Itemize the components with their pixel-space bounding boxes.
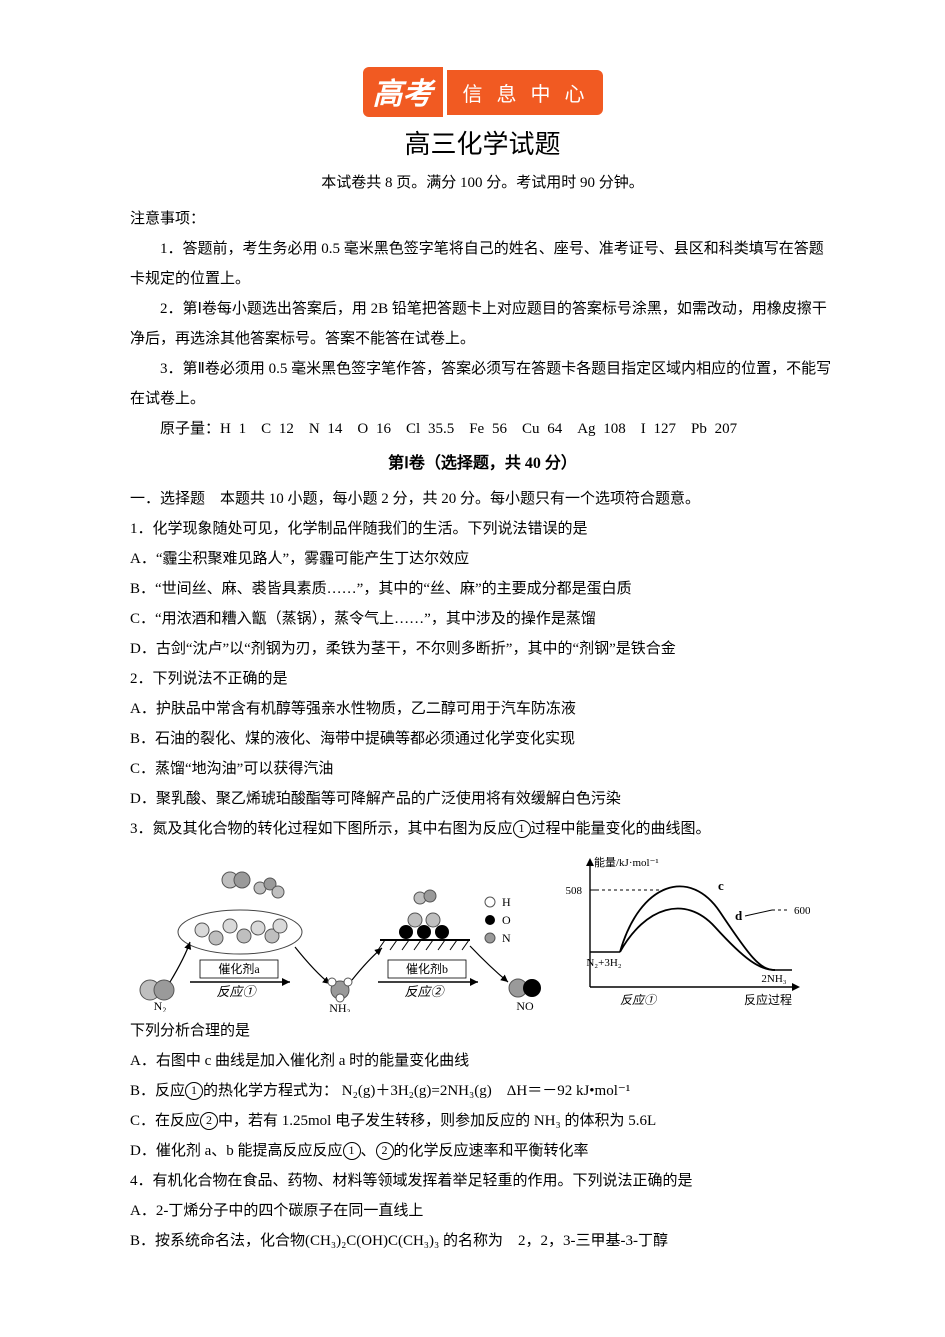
n2-molecule-icon bbox=[140, 980, 174, 1000]
circled-1-icon: 1 bbox=[185, 1082, 203, 1100]
catalyst-a-bed-icon bbox=[178, 910, 302, 954]
atomic-mass-line: 原子量：H 1 C 12 N 14 O 16 Cl 35.5 Fe 56 Cu … bbox=[130, 414, 835, 444]
n2-label: N₂ bbox=[154, 999, 167, 1012]
q3-D-a: D．催化剂 a、b 能提高反应反应 bbox=[130, 1143, 343, 1159]
svg-text:H: H bbox=[502, 895, 511, 909]
notice-1: 1．答题前，考生务必用 0.5 毫米黑色签字笔将自己的姓名、座号、准考证号、县区… bbox=[130, 234, 835, 294]
rxn2-label: 反应② bbox=[404, 984, 445, 999]
circled-2-icon: 2 bbox=[376, 1142, 394, 1160]
q4-stem: 4．有机化合物在食品、药物、材料等领域发挥着举足轻重的作用。下列说法正确的是 bbox=[130, 1166, 835, 1196]
q3-B-eq: N₂(g)＋3H₂(g)=2NH₃(g) ΔH＝－92 kJ•mol⁻¹ bbox=[342, 1083, 631, 1099]
q3-D-c: 的化学反应速率和平衡转化率 bbox=[394, 1143, 589, 1159]
q3-C-b: 中，若有 1.25mol 电子发生转移，则参加反应的 NH₃ 的体积为 5.6L bbox=[218, 1113, 656, 1129]
q4-A: A．2-丁烯分子中的四个碳原子在同一直线上 bbox=[130, 1196, 835, 1226]
svg-text:N: N bbox=[502, 931, 511, 945]
q3-stem-b: 过程中能量变化的曲线图。 bbox=[531, 821, 711, 837]
y-axis-label: 能量/kJ·mol⁻¹ bbox=[594, 855, 659, 869]
rxn1-label: 反应① bbox=[216, 984, 257, 999]
curve-c-label: c bbox=[718, 878, 724, 893]
page-title: 高三化学试题 bbox=[130, 124, 835, 161]
x-left-label: 反应① bbox=[620, 993, 658, 1007]
q2-C: C．蒸馏“地沟油”可以获得汽油 bbox=[130, 754, 835, 784]
section1-head: 一．选择题 本题共 10 小题，每小题 2 分，共 20 分。每小题只有一个选项… bbox=[130, 484, 835, 514]
circled-2-icon: 2 bbox=[200, 1112, 218, 1130]
energy-diagram: 能量/kJ·mol⁻¹ N₂+3H₂ 508 c d 600 bbox=[560, 852, 810, 1012]
q3-D: D．催化剂 a、b 能提高反应反应1、2的化学反应速率和平衡转化率 bbox=[130, 1136, 835, 1166]
page-subtitle: 本试卷共 8 页。满分 100 分。考试用时 90 分钟。 bbox=[130, 171, 835, 192]
catalyst-b-surface-icon bbox=[378, 890, 470, 950]
reaction-diagram: N₂ bbox=[130, 862, 550, 1012]
peak-508: 508 bbox=[566, 885, 583, 897]
peak-600: 600 bbox=[794, 905, 810, 917]
q2-stem: 2．下列说法不正确的是 bbox=[130, 664, 835, 694]
notice-3: 3．第Ⅱ卷必须用 0.5 毫米黑色签字笔作答，答案必须写在答题卡各题目指定区域内… bbox=[130, 354, 835, 414]
q3-B: B．反应1的热化学方程式为： N₂(g)＋3H₂(g)=2NH₃(g) ΔH＝－… bbox=[130, 1076, 835, 1106]
cat-b-label: 催化剂b bbox=[406, 961, 448, 976]
q2-B: B．石油的裂化、煤的液化、海带中提碘等都必须通过化学变化实现 bbox=[130, 724, 835, 754]
q3-post: 下列分析合理的是 bbox=[130, 1016, 835, 1046]
q3-B-b: 的热化学方程式为： bbox=[203, 1083, 338, 1099]
q2-D: D．聚乳酸、聚乙烯琥珀酸酯等可降解产品的广泛使用将有效缓解白色污染 bbox=[130, 784, 835, 814]
reactant-label: N₂+3H₂ bbox=[586, 957, 621, 969]
notice-head: 注意事项： bbox=[130, 204, 835, 234]
atom-legend: H O N bbox=[485, 895, 511, 945]
logo-left: 高考 bbox=[363, 67, 443, 117]
q1-D: D．古剑“沈卢”以“剂钢为刃，柔铁为茎干，不尔则多断折”，其中的“剂钢”是铁合金 bbox=[130, 634, 835, 664]
atomic-label: 原子量： bbox=[160, 421, 220, 437]
logo-banner: 高考 信息中心 bbox=[130, 70, 835, 114]
q1-stem: 1．化学现象随处可见，化学制品伴随我们的生活。下列说法错误的是 bbox=[130, 514, 835, 544]
q2-A: A．护肤品中常含有机醇等强亲水性物质，乙二醇可用于汽车防冻液 bbox=[130, 694, 835, 724]
q1-B: B．“世间丝、麻、裘皆具素质……”，其中的“丝、麻”的主要成分都是蛋白质 bbox=[130, 574, 835, 604]
q3-D-b: 、 bbox=[361, 1143, 376, 1159]
part1-head: 第Ⅰ卷（选择题，共 40 分） bbox=[130, 448, 835, 480]
circled-1-icon: 1 bbox=[513, 820, 531, 838]
notice-2: 2．第Ⅰ卷每小题选出答案后，用 2B 铅笔把答题卡上对应题目的答案标号涂黑，如需… bbox=[130, 294, 835, 354]
q3-A: A．右图中 c 曲线是加入催化剂 a 时的能量变化曲线 bbox=[130, 1046, 835, 1076]
atomic-values: H 1 C 12 N 14 O 16 Cl 35.5 Fe 56 Cu 64 A… bbox=[220, 421, 737, 437]
q1-A: A．“霾尘积聚难见路人”，雾霾可能产生丁达尔效应 bbox=[130, 544, 835, 574]
q3-B-a: B．反应 bbox=[130, 1083, 185, 1099]
nh3-label: NH₃ bbox=[329, 1001, 351, 1012]
product-label: 2NH₃ bbox=[761, 973, 786, 985]
q4-B: B．按系统命名法，化合物(CH₃)₂C(OH)C(CH₃)₃ 的名称为 2，2，… bbox=[130, 1226, 835, 1256]
q3-C: C．在反应2中，若有 1.25mol 电子发生转移，则参加反应的 NH₃ 的体积… bbox=[130, 1106, 835, 1136]
svg-text:O: O bbox=[502, 913, 511, 927]
x-right-label: 反应过程 bbox=[744, 992, 792, 1007]
no-molecule-icon bbox=[509, 979, 541, 997]
logo-right: 信息中心 bbox=[447, 70, 603, 115]
q3-stem: 3．氮及其化合物的转化过程如下图所示，其中右图为反应1过程中能量变化的曲线图。 bbox=[130, 814, 835, 844]
q3-stem-a: 3．氮及其化合物的转化过程如下图所示，其中右图为反应 bbox=[130, 821, 513, 837]
cat-a-label: 催化剂a bbox=[218, 961, 260, 976]
no-label: NO bbox=[516, 999, 534, 1012]
q3-figure-row: N₂ bbox=[130, 852, 835, 1012]
q1-C: C．“用浓酒和糟入甑（蒸锅），蒸令气上……”，其中涉及的操作是蒸馏 bbox=[130, 604, 835, 634]
product-cluster-icon bbox=[222, 872, 284, 898]
q3-C-a: C．在反应 bbox=[130, 1113, 200, 1129]
nh3-molecule-icon bbox=[328, 978, 352, 1002]
circled-1-icon: 1 bbox=[343, 1142, 361, 1160]
curve-d-label: d bbox=[735, 908, 743, 923]
